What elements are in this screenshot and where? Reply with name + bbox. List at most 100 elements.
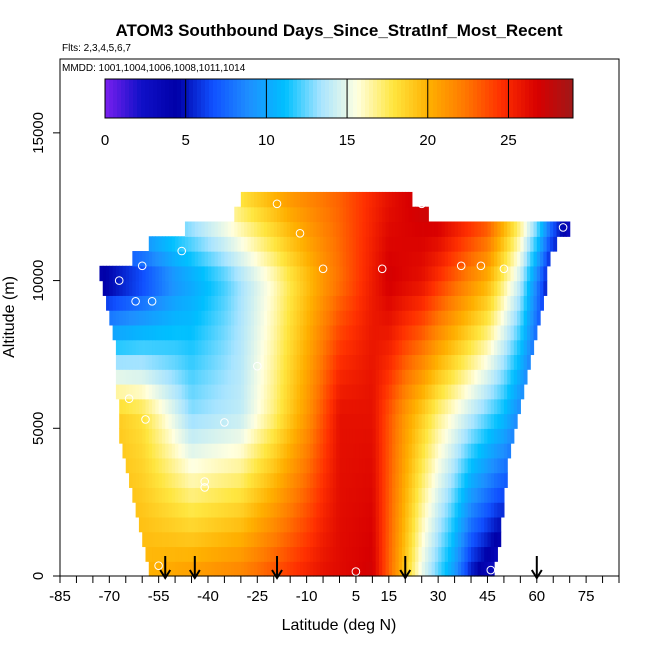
heat-cell (309, 398, 314, 415)
heat-cell (168, 428, 173, 444)
heat-cell (280, 531, 285, 548)
heat-cell (415, 295, 420, 311)
heat-cell (421, 457, 426, 474)
heat-cell (277, 398, 281, 415)
heat-cell (257, 369, 262, 385)
heat-cell (497, 502, 502, 518)
heat-cell (122, 265, 127, 282)
heat-cell (309, 251, 314, 267)
heat-cell (277, 502, 281, 518)
heat-cell (457, 457, 462, 474)
heat-cell (441, 324, 446, 341)
heat-cell (349, 516, 354, 533)
heat-cell (424, 516, 429, 533)
heat-cell (342, 443, 347, 459)
heat-cell (408, 428, 413, 444)
heat-cell (405, 310, 410, 326)
heat-cell (273, 561, 278, 577)
heat-cell (181, 280, 186, 296)
heat-cell (336, 502, 341, 518)
heat-cell (421, 428, 426, 444)
heat-cell (510, 383, 515, 400)
heat-cell (254, 487, 258, 503)
heat-cell (132, 324, 137, 341)
heat-cell (342, 457, 347, 474)
heat-cell (273, 324, 278, 341)
heat-cell (234, 428, 239, 444)
heat-cell (438, 531, 443, 548)
heat-cell (339, 191, 344, 208)
heat-cell (188, 413, 193, 429)
heat-cell (507, 280, 512, 296)
heat-cell (250, 369, 255, 385)
heat-cell (487, 251, 492, 267)
heat-cell (267, 561, 272, 577)
heat-cell (201, 354, 206, 370)
heat-cell (306, 206, 311, 223)
heat-cell (306, 398, 311, 415)
heat-cell (191, 295, 196, 311)
heat-cell (257, 265, 262, 282)
heat-cell (280, 413, 285, 429)
heat-cell (221, 383, 226, 400)
heat-cell (273, 221, 278, 237)
sample-point (131, 297, 140, 306)
heat-cell (428, 324, 433, 341)
heat-cell (257, 516, 262, 533)
heat-cell (441, 383, 446, 400)
heat-cell (152, 472, 156, 488)
heat-cell (441, 221, 446, 237)
heat-cell (155, 516, 160, 533)
heat-cell (306, 339, 311, 356)
heat-cell (359, 265, 364, 282)
heat-cell (484, 295, 489, 311)
heat-cell (306, 310, 311, 326)
heat-cell (326, 206, 331, 223)
heat-cell (378, 280, 383, 296)
heat-cell (395, 324, 400, 341)
heat-cell (424, 546, 429, 562)
heat-cell (457, 310, 462, 326)
heat-cell (201, 369, 206, 385)
heat-cell (217, 413, 222, 429)
heat-cell (405, 221, 410, 237)
heat-cell (454, 265, 459, 282)
heat-cell (300, 236, 304, 252)
heat-cell (240, 206, 245, 223)
heat-cell (484, 413, 489, 429)
heat-cell (198, 236, 202, 252)
heat-cell (106, 265, 110, 282)
heat-cell (395, 516, 400, 533)
heat-cell (254, 280, 258, 296)
heat-cell (191, 369, 196, 385)
colorbar: 0 5 10 15 20 25 (101, 78, 574, 149)
heat-cell (254, 398, 258, 415)
heat-cell (494, 516, 498, 533)
heat-cell (369, 236, 373, 252)
heat-cell (263, 295, 268, 311)
heat-cell (559, 221, 564, 237)
heat-cell (165, 472, 170, 488)
heat-cell (168, 413, 173, 429)
heat-cell (286, 339, 291, 356)
heat-cell (138, 516, 143, 533)
heat-cell (260, 265, 265, 282)
heat-cell (503, 354, 508, 370)
heat-cell (359, 443, 364, 459)
heat-cell (421, 236, 426, 252)
heat-cell (194, 251, 199, 267)
heat-cell (300, 295, 304, 311)
heat-cell (421, 531, 426, 548)
heat-cell (401, 443, 406, 459)
heat-cell (125, 369, 130, 385)
heat-cell (214, 280, 219, 296)
heat-cell (194, 561, 199, 577)
heat-cell (132, 339, 137, 356)
heat-cell (392, 206, 396, 223)
heat-cell (411, 428, 416, 444)
heat-cell (375, 236, 380, 252)
heat-cell (286, 413, 291, 429)
heat-cell (382, 310, 387, 326)
heat-cell (303, 280, 308, 296)
heat-cell (263, 443, 268, 459)
